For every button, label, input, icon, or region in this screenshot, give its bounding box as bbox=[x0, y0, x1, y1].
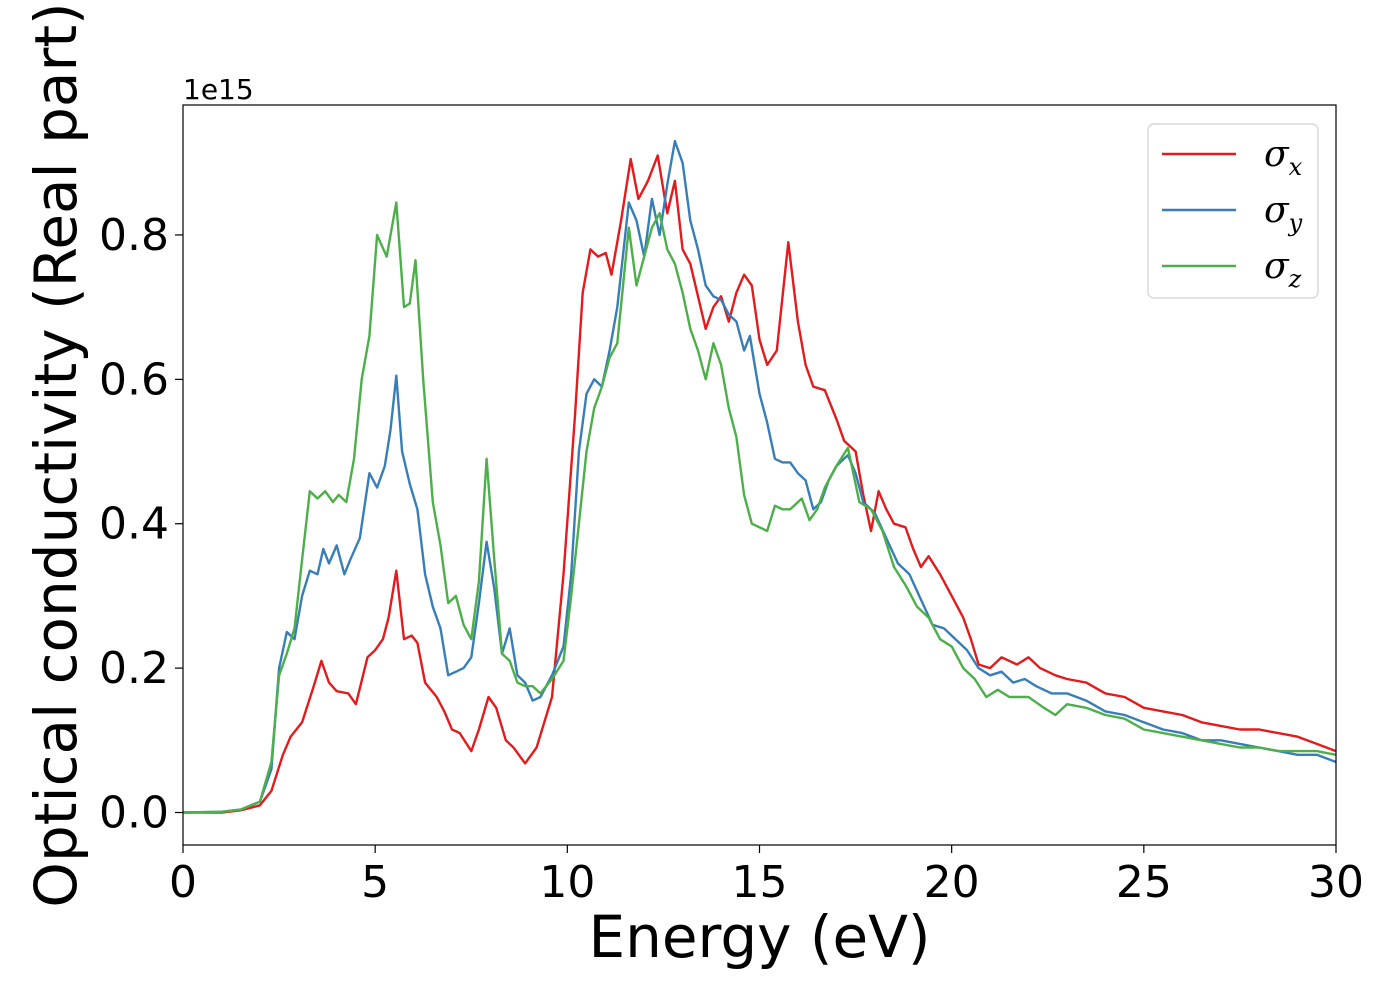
y-tick-label: 0.2 bbox=[99, 643, 169, 694]
y-axis: 0.0 0.2 0.4 0.6 0.8 bbox=[99, 210, 183, 839]
series-line-z bbox=[183, 201, 1336, 814]
y-tick-label: 0.6 bbox=[99, 354, 169, 405]
legend-subscript: x bbox=[1289, 153, 1303, 181]
legend-symbol: σ bbox=[1264, 246, 1290, 287]
legend-subscript: z bbox=[1288, 265, 1302, 293]
y-axis-label: Optical conductivity (Real part) bbox=[22, 2, 90, 907]
series-layer bbox=[183, 139, 1336, 814]
legend-label-z: σz bbox=[1264, 246, 1302, 293]
legend-symbol: σ bbox=[1264, 134, 1290, 175]
legend-label-y: σy bbox=[1264, 190, 1303, 237]
y-tick-label: 0.8 bbox=[99, 210, 169, 261]
y-offset-label: 1e15 bbox=[183, 73, 254, 106]
x-tick-label: 20 bbox=[924, 857, 980, 908]
legend-label-x: σx bbox=[1264, 134, 1303, 181]
x-tick-label: 0 bbox=[169, 857, 197, 908]
y-tick-label: 0.0 bbox=[99, 788, 169, 839]
x-tick-label: 25 bbox=[1116, 857, 1172, 908]
x-tick-label: 15 bbox=[732, 857, 788, 908]
series-line-y bbox=[183, 139, 1336, 814]
x-axis-label: Energy (eV) bbox=[588, 903, 930, 971]
legend-subscript: y bbox=[1288, 209, 1303, 237]
series-line-x bbox=[183, 154, 1336, 814]
legend-symbol: σ bbox=[1264, 190, 1290, 231]
x-axis: 0 5 10 15 20 25 30 bbox=[169, 845, 1364, 908]
x-tick-label: 30 bbox=[1308, 857, 1364, 908]
y-tick-label: 0.4 bbox=[99, 499, 169, 550]
x-tick-label: 5 bbox=[361, 857, 389, 908]
x-tick-label: 10 bbox=[539, 857, 595, 908]
